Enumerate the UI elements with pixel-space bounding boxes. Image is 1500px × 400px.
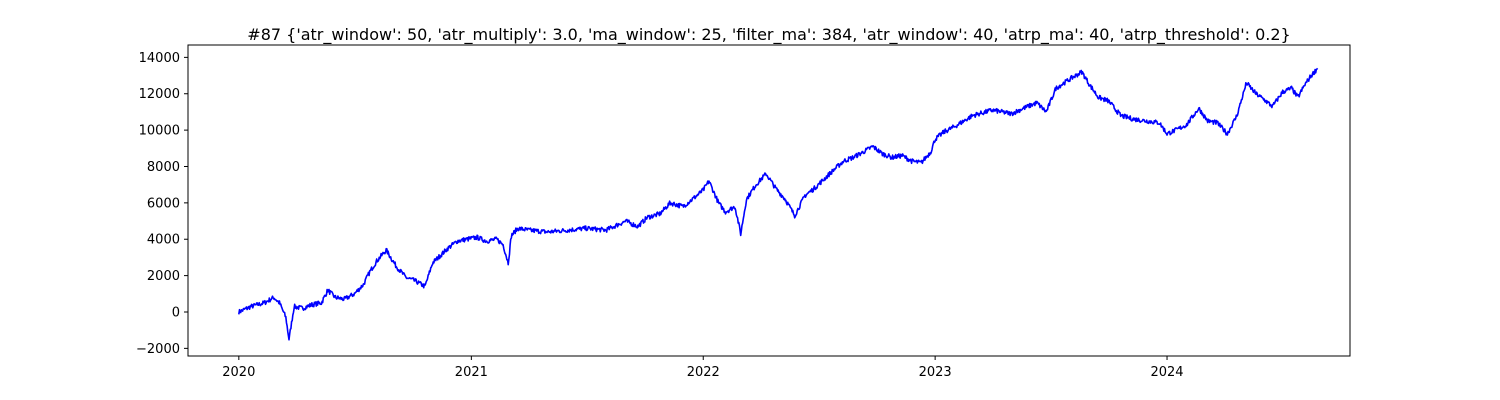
- x-tick-label: 2023: [919, 365, 952, 380]
- y-tick-label: 0: [172, 305, 180, 320]
- plot-frame: [187, 44, 1351, 357]
- y-tick-label: 6000: [147, 196, 180, 211]
- y-tick-label: 4000: [147, 233, 180, 248]
- y-tick-label: 12000: [139, 87, 180, 102]
- y-tick-label: 10000: [139, 124, 180, 139]
- series-line-0: [238, 67, 1319, 341]
- y-tick-label: 8000: [147, 160, 180, 175]
- x-tick-label: 2024: [1150, 365, 1183, 380]
- line-group: [238, 67, 1319, 341]
- y-tick-label: 2000: [147, 269, 180, 284]
- x-tick-label: 2021: [455, 365, 488, 380]
- x-axis: 2020 2021 2022 2023 2024: [222, 356, 1184, 380]
- chart-title: #87 {'atr_window': 50, 'atr_multiply': 3…: [247, 25, 1290, 45]
- y-tick-label: −2000: [136, 342, 180, 357]
- y-tick-label: 14000: [139, 51, 180, 66]
- x-tick-label: 2022: [687, 365, 720, 380]
- x-tick-label: 2020: [222, 365, 255, 380]
- y-axis: −2000 0 2000 4000 6000 8000 10000 12000 14000: [136, 51, 188, 357]
- plot-area: [238, 67, 1319, 341]
